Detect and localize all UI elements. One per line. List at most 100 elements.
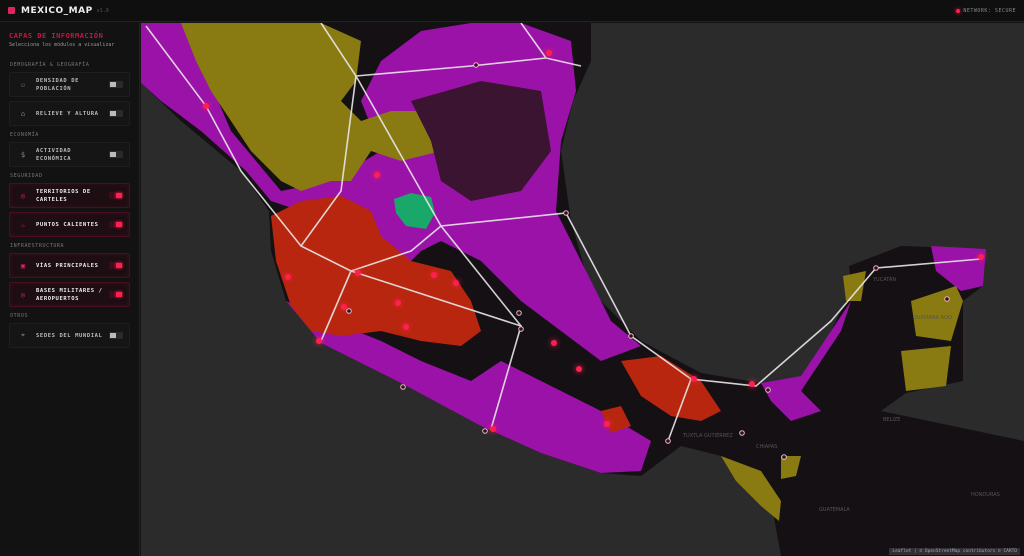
hotspot-marker[interactable] bbox=[403, 324, 409, 330]
layer-toggle[interactable] bbox=[109, 110, 123, 117]
map-canvas[interactable]: GUATEMALA BELIZE HONDURAS CHIAPAS YUCATÁ… bbox=[141, 23, 1024, 556]
road-center-2 bbox=[440, 225, 522, 327]
layer-item[interactable]: ⌖ SEDES DEL MUNDIAL bbox=[9, 323, 130, 348]
territory-red bbox=[271, 196, 481, 346]
hotspot-marker[interactable] bbox=[604, 421, 610, 427]
base-marker[interactable] bbox=[346, 308, 352, 314]
app-version: v1.0 bbox=[96, 7, 109, 14]
hotspot-marker[interactable] bbox=[341, 304, 347, 310]
hotspot-marker[interactable] bbox=[285, 274, 291, 280]
layer-item[interactable]: ▣ VÍAS PRINCIPALES bbox=[9, 253, 130, 278]
hotspot-marker[interactable] bbox=[546, 50, 552, 56]
section-label: INFRAESTRUCTURA bbox=[10, 243, 65, 249]
layer-label: VÍAS PRINCIPALES bbox=[36, 262, 99, 269]
road-355 bbox=[300, 75, 357, 247]
hotspot-marker[interactable] bbox=[203, 103, 209, 109]
layer-toggle[interactable] bbox=[109, 81, 123, 88]
section-label: OTROS bbox=[10, 313, 29, 319]
base-marker[interactable] bbox=[518, 326, 524, 332]
sidebar-title: CAPAS DE INFORMACIÓN bbox=[9, 32, 104, 40]
road-north-east bbox=[355, 57, 582, 77]
territory-purple-south bbox=[286, 301, 651, 473]
layer-label: ACTIVIDAD ECONÓMICA bbox=[36, 147, 72, 162]
section-label: SEGURIDAD bbox=[10, 173, 43, 179]
top-bar: MEXICO_MAP v1.0 NETWORK: SECURE bbox=[0, 0, 1024, 22]
base-marker[interactable] bbox=[739, 430, 745, 436]
territory-darkred bbox=[411, 81, 551, 201]
layer-toggle[interactable] bbox=[109, 221, 123, 228]
section-label: DEMOGRAFÍA & GEOGRAFÍA bbox=[10, 62, 90, 68]
target-icon: ◎ bbox=[20, 191, 26, 200]
base-marker[interactable] bbox=[944, 296, 950, 302]
roads bbox=[145, 23, 982, 442]
road-icon: ▣ bbox=[20, 261, 26, 270]
territory-green bbox=[394, 193, 435, 229]
base-marker[interactable] bbox=[482, 428, 488, 434]
layer-toggle[interactable] bbox=[109, 332, 123, 339]
network-status: NETWORK: SECURE bbox=[956, 8, 1016, 14]
hotspot-marker[interactable] bbox=[749, 381, 755, 387]
territory-purple-yuc bbox=[931, 246, 986, 291]
base-marker[interactable] bbox=[516, 310, 522, 316]
layer-label: PUNTOS CALIENTES bbox=[36, 221, 99, 228]
layer-item[interactable]: $ ACTIVIDAD ECONÓMICA bbox=[9, 142, 130, 167]
dollar-icon: $ bbox=[20, 150, 26, 159]
layer-item[interactable]: ◎ BASES MILITARES / AEROPUERTOS bbox=[9, 282, 130, 307]
hotspot-marker[interactable] bbox=[978, 254, 984, 260]
layers-sidebar: CAPAS DE INFORMACIÓN Selecciona los módu… bbox=[0, 23, 140, 556]
hotspot-marker[interactable] bbox=[431, 272, 437, 278]
base-marker[interactable] bbox=[765, 387, 771, 393]
layer-item[interactable]: ◎ TERRITORIOS DE CARTELES bbox=[9, 183, 130, 208]
shield-icon: ◎ bbox=[20, 290, 26, 299]
hotspot-marker[interactable] bbox=[374, 172, 380, 178]
territory-red-east bbox=[601, 356, 721, 433]
layer-item[interactable]: ⚇ DENSIDAD DE POBLACIÓN bbox=[9, 72, 130, 97]
hotspot-marker[interactable] bbox=[316, 338, 322, 344]
map-label: HONDURAS bbox=[971, 492, 1000, 498]
base-marker[interactable] bbox=[873, 265, 879, 271]
hotspot-marker[interactable] bbox=[453, 280, 459, 286]
road-pacific bbox=[145, 25, 982, 387]
base-marker[interactable] bbox=[473, 62, 479, 68]
pin-icon: ⌖ bbox=[21, 331, 25, 339]
sidebar-subtitle: Selecciona los módulos a visualizar bbox=[9, 42, 115, 48]
layer-label: TERRITORIOS DE CARTELES bbox=[36, 188, 91, 203]
road-north-2 bbox=[520, 23, 547, 59]
layer-label: BASES MILITARES / AEROPUERTOS bbox=[36, 287, 103, 302]
layer-toggle[interactable] bbox=[109, 192, 123, 199]
layer-item[interactable]: ♨ PUNTOS CALIENTES bbox=[9, 212, 130, 237]
hotspot-marker[interactable] bbox=[490, 426, 496, 432]
territory-purple-gulf bbox=[761, 301, 851, 421]
layer-toggle[interactable] bbox=[109, 151, 123, 158]
layer-item[interactable]: ⌂ RELIEVE Y ALTURA bbox=[9, 101, 130, 126]
territory-olive-yuc bbox=[843, 271, 963, 391]
layer-label: RELIEVE Y ALTURA bbox=[36, 110, 99, 117]
territory-olive bbox=[181, 23, 441, 191]
base-marker[interactable] bbox=[665, 438, 671, 444]
base-marker[interactable] bbox=[781, 454, 787, 460]
map-view[interactable]: GUATEMALA BELIZE HONDURAS CHIAPAS YUCATÁ… bbox=[141, 23, 1024, 556]
hotspot-marker[interactable] bbox=[355, 270, 361, 276]
base-marker[interactable] bbox=[563, 210, 569, 216]
map-label: BELIZE bbox=[883, 417, 900, 423]
flame-icon: ♨ bbox=[20, 220, 26, 229]
layer-toggle[interactable] bbox=[109, 262, 123, 269]
status-text: NETWORK: SECURE bbox=[963, 7, 1016, 14]
base-marker[interactable] bbox=[400, 384, 406, 390]
app-title: MEXICO_MAP bbox=[21, 5, 93, 16]
hotspot-marker[interactable] bbox=[691, 376, 697, 382]
logo-icon bbox=[8, 7, 15, 14]
layer-label: SEDES DEL MUNDIAL bbox=[36, 332, 103, 339]
layer-toggle[interactable] bbox=[109, 291, 123, 298]
hotspot-marker[interactable] bbox=[576, 366, 582, 372]
hotspot-marker[interactable] bbox=[551, 340, 557, 346]
base-marker[interactable] bbox=[628, 333, 634, 339]
layer-label: DENSIDAD DE POBLACIÓN bbox=[36, 77, 80, 92]
people-icon: ⚇ bbox=[20, 80, 26, 89]
map-label: GUATEMALA bbox=[819, 507, 850, 513]
road-isthmus bbox=[667, 378, 692, 442]
hotspot-marker[interactable] bbox=[395, 300, 401, 306]
map-label: CHIAPAS bbox=[756, 444, 777, 450]
map-label: YUCATÁN bbox=[872, 276, 896, 283]
map-attribution[interactable]: Leaflet | © OpenStreetMap contributors ©… bbox=[889, 548, 1020, 555]
